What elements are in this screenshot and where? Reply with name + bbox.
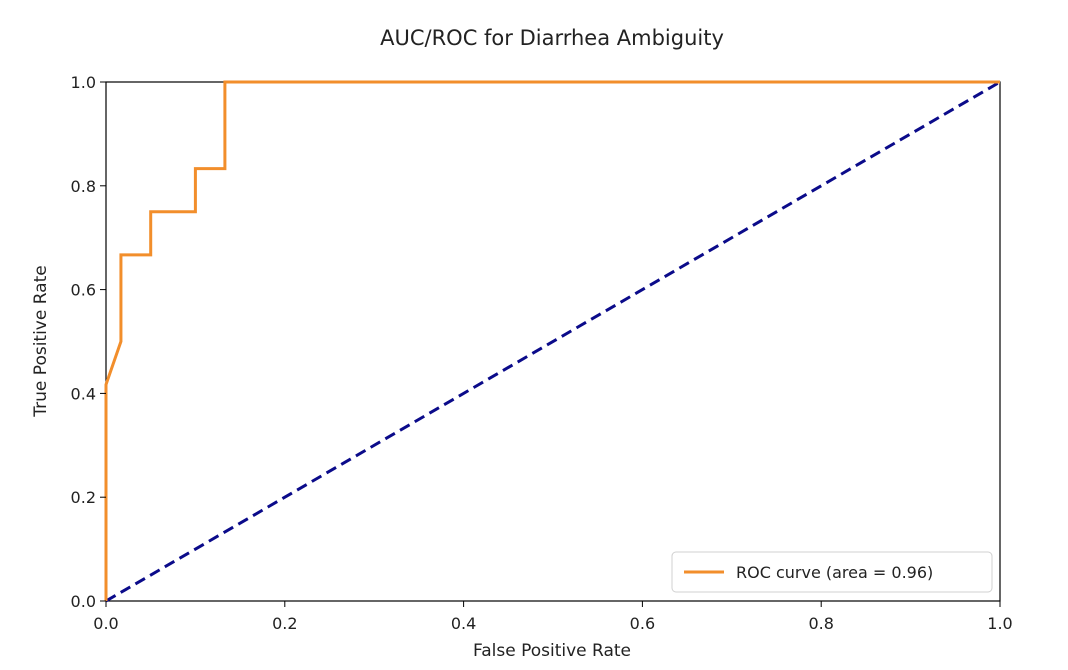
y-axis-label: True Positive Rate — [31, 265, 51, 417]
x-tick-label: 0.6 — [630, 614, 655, 633]
y-tick-label: 0.0 — [71, 592, 96, 611]
x-tick-label: 0.0 — [93, 614, 118, 633]
series-layer — [104, 80, 1001, 603]
x-axis-label: False Positive Rate — [473, 641, 631, 661]
x-tick-label: 0.8 — [808, 614, 833, 633]
chart-title: AUC/ROC for Diarrhea Ambiguity — [380, 26, 724, 50]
x-axis-ticks: 0.0 0.2 0.4 0.6 0.8 1.0 — [93, 601, 1013, 633]
y-tick-label: 0.6 — [71, 281, 96, 300]
y-axis-ticks: 0.0 0.2 0.4 0.6 0.8 1.0 — [71, 73, 106, 611]
x-tick-label: 1.0 — [987, 614, 1012, 633]
y-tick-label: 1.0 — [71, 73, 96, 92]
series-chance-line — [105, 80, 1001, 603]
plot-area — [104, 80, 1001, 603]
x-tick-label: 0.2 — [272, 614, 297, 633]
y-tick-label: 0.4 — [71, 384, 96, 403]
legend: ROC curve (area = 0.96) — [671, 551, 993, 593]
x-tick-label: 0.4 — [451, 614, 476, 633]
legend-label-roc: ROC curve (area = 0.96) — [736, 563, 933, 582]
y-tick-label: 0.8 — [71, 177, 96, 196]
y-tick-label: 0.2 — [71, 488, 96, 507]
legend-box — [671, 551, 993, 593]
series-roc-curve — [104, 80, 1000, 601]
